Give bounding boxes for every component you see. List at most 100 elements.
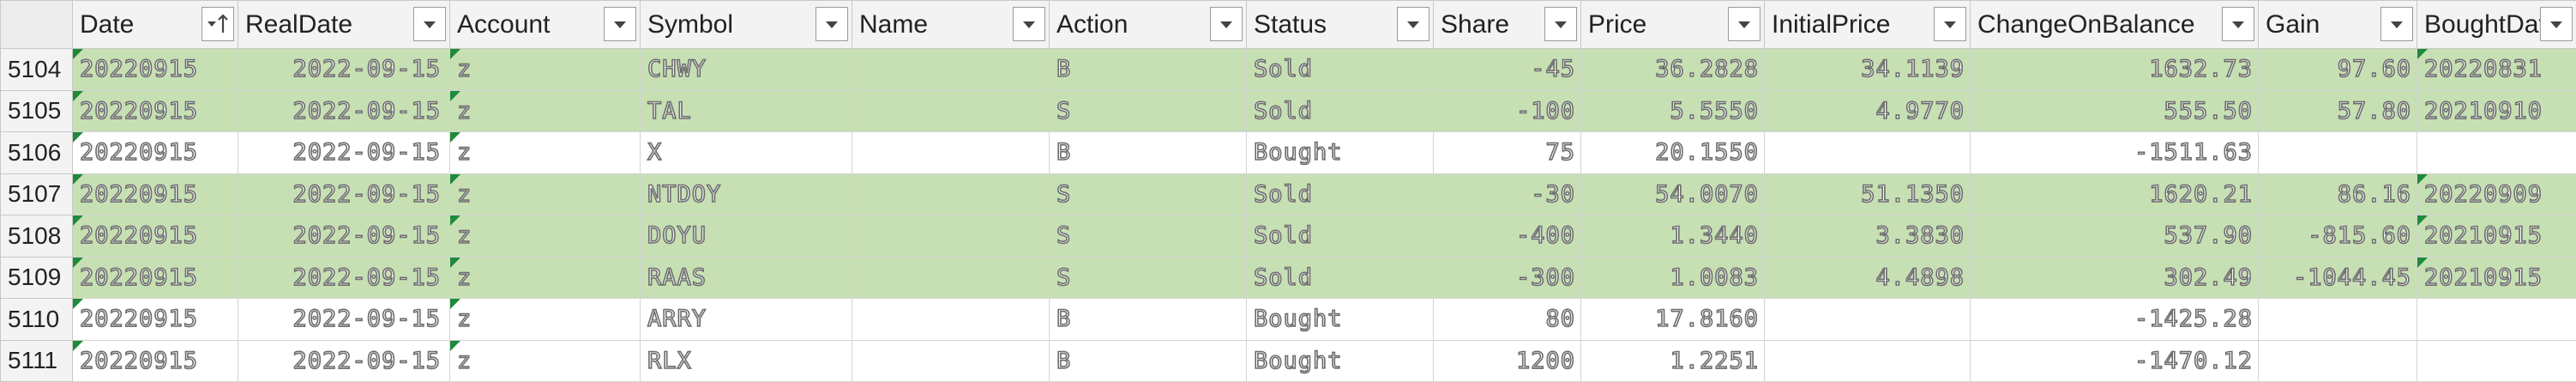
cell-changeonbalance[interactable]: 555.50 [1971, 90, 2259, 132]
filter-button-initialprice[interactable] [1934, 7, 1966, 41]
column-header-gain[interactable]: Gain [2259, 1, 2417, 49]
cell-gain[interactable] [2259, 299, 2417, 341]
cell-gain[interactable]: -1044.45 [2259, 257, 2417, 299]
cell-action[interactable]: B [1050, 340, 1247, 382]
row-number[interactable]: 5105 [1, 90, 73, 132]
column-header-date[interactable]: Date [73, 1, 238, 49]
cell-gain[interactable]: 97.60 [2259, 49, 2417, 91]
cell-status[interactable]: Sold [1247, 257, 1434, 299]
cell-initialprice[interactable] [1765, 340, 1971, 382]
cell-realdate[interactable]: 2022-09-15 [238, 299, 450, 341]
cell-account[interactable]: z [450, 215, 641, 258]
column-header-boughtdate[interactable]: BoughtDate [2417, 1, 2576, 49]
cell-realdate[interactable]: 2022-09-15 [238, 340, 450, 382]
cell-name[interactable] [852, 257, 1050, 299]
column-header-symbol[interactable]: Symbol [641, 1, 852, 49]
cell-name[interactable] [852, 132, 1050, 174]
cell-realdate[interactable]: 2022-09-15 [238, 90, 450, 132]
cell-changeonbalance[interactable]: 1620.21 [1971, 173, 2259, 215]
filter-button-realdate[interactable] [413, 7, 446, 41]
cell-action[interactable]: S [1050, 257, 1247, 299]
column-header-realdate[interactable]: RealDate [238, 1, 450, 49]
cell-symbol[interactable]: X [641, 132, 852, 174]
cell-boughtdate[interactable] [2417, 340, 2576, 382]
cell-status[interactable]: Sold [1247, 90, 1434, 132]
cell-boughtdate[interactable]: 20220831 [2417, 49, 2576, 91]
cell-boughtdate[interactable]: 20210910 [2417, 90, 2576, 132]
cell-realdate[interactable]: 2022-09-15 [238, 173, 450, 215]
cell-status[interactable]: Sold [1247, 215, 1434, 258]
cell-status[interactable]: Bought [1247, 299, 1434, 341]
row-number[interactable]: 5108 [1, 215, 73, 258]
cell-account[interactable]: z [450, 173, 641, 215]
cell-initialprice[interactable] [1765, 299, 1971, 341]
cell-account[interactable]: z [450, 90, 641, 132]
cell-price[interactable]: 5.5550 [1581, 90, 1765, 132]
cell-date[interactable]: 20220915 [73, 299, 238, 341]
row-number[interactable]: 5109 [1, 257, 73, 299]
cell-changeonbalance[interactable]: 302.49 [1971, 257, 2259, 299]
cell-status[interactable]: Sold [1247, 173, 1434, 215]
cell-share[interactable]: 1200 [1434, 340, 1581, 382]
cell-initialprice[interactable]: 4.4898 [1765, 257, 1971, 299]
cell-date[interactable]: 20220915 [73, 90, 238, 132]
cell-status[interactable]: Bought [1247, 340, 1434, 382]
cell-initialprice[interactable]: 3.3830 [1765, 215, 1971, 258]
cell-date[interactable]: 20220915 [73, 49, 238, 91]
cell-changeonbalance[interactable]: -1511.63 [1971, 132, 2259, 174]
filter-button-boughtdate[interactable] [2540, 7, 2573, 41]
cell-gain[interactable]: -815.60 [2259, 215, 2417, 258]
cell-name[interactable] [852, 49, 1050, 91]
cell-share[interactable]: -30 [1434, 173, 1581, 215]
cell-action[interactable]: B [1050, 132, 1247, 174]
filter-button-share[interactable] [1544, 7, 1577, 41]
cell-name[interactable] [852, 215, 1050, 258]
filter-button-changeonbalance[interactable] [2222, 7, 2254, 41]
cell-realdate[interactable]: 2022-09-15 [238, 132, 450, 174]
row-number[interactable]: 5110 [1, 299, 73, 341]
column-header-share[interactable]: Share [1434, 1, 1581, 49]
cell-share[interactable]: -100 [1434, 90, 1581, 132]
cell-date[interactable]: 20220915 [73, 173, 238, 215]
filter-button-name[interactable] [1013, 7, 1045, 41]
cell-date[interactable]: 20220915 [73, 257, 238, 299]
cell-account[interactable]: z [450, 132, 641, 174]
cell-price[interactable]: 1.0083 [1581, 257, 1765, 299]
cell-initialprice[interactable] [1765, 132, 1971, 174]
cell-initialprice[interactable]: 34.1139 [1765, 49, 1971, 91]
filter-button-gain[interactable] [2380, 7, 2413, 41]
column-header-action[interactable]: Action [1050, 1, 1247, 49]
cell-symbol[interactable]: RAAS [641, 257, 852, 299]
cell-realdate[interactable]: 2022-09-15 [238, 49, 450, 91]
cell-changeonbalance[interactable]: 537.90 [1971, 215, 2259, 258]
cell-date[interactable]: 20220915 [73, 215, 238, 258]
cell-boughtdate[interactable] [2417, 132, 2576, 174]
filter-button-action[interactable] [1210, 7, 1243, 41]
column-header-changeonbalance[interactable]: ChangeOnBalance [1971, 1, 2259, 49]
cell-date[interactable]: 20220915 [73, 132, 238, 174]
cell-boughtdate[interactable]: 20210915 [2417, 257, 2576, 299]
cell-price[interactable]: 20.1550 [1581, 132, 1765, 174]
column-header-name[interactable]: Name [852, 1, 1050, 49]
row-number[interactable]: 5106 [1, 132, 73, 174]
cell-status[interactable]: Sold [1247, 49, 1434, 91]
cell-name[interactable] [852, 173, 1050, 215]
cell-symbol[interactable]: DOYU [641, 215, 852, 258]
cell-changeonbalance[interactable]: -1425.28 [1971, 299, 2259, 341]
cell-share[interactable]: 75 [1434, 132, 1581, 174]
cell-realdate[interactable]: 2022-09-15 [238, 257, 450, 299]
cell-boughtdate[interactable]: 20220909 [2417, 173, 2576, 215]
cell-action[interactable]: B [1050, 299, 1247, 341]
cell-price[interactable]: 1.3440 [1581, 215, 1765, 258]
column-header-initialprice[interactable]: InitialPrice [1765, 1, 1971, 49]
cell-gain[interactable] [2259, 340, 2417, 382]
cell-symbol[interactable]: NTDOY [641, 173, 852, 215]
cell-boughtdate[interactable]: 20210915 [2417, 215, 2576, 258]
cell-symbol[interactable]: TAL [641, 90, 852, 132]
cell-account[interactable]: z [450, 49, 641, 91]
column-header-price[interactable]: Price [1581, 1, 1765, 49]
